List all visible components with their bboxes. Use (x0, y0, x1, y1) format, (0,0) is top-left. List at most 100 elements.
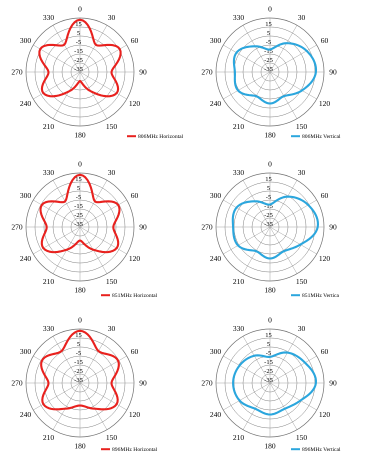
angle-tick-label: 150 (296, 122, 308, 131)
grid-spoke (79, 71, 108, 119)
angle-tick-label: 120 (319, 99, 331, 108)
radial-tick-label: -5 (266, 350, 271, 357)
radial-tick-label: 5 (77, 185, 80, 192)
grid-spoke (242, 382, 271, 430)
radial-tick-label: -35 (264, 221, 273, 228)
angle-tick-label: 60 (131, 347, 139, 356)
radial-tick-label: -25 (264, 57, 273, 64)
pattern-curve (39, 173, 121, 254)
angle-tick-label: 120 (129, 99, 141, 108)
grid-spoke (269, 382, 298, 430)
legend-label: 806MHz Vertical (302, 134, 341, 140)
angle-tick-label: 270 (11, 379, 23, 388)
angle-tick-label: 240 (210, 254, 222, 263)
grid-spoke (52, 25, 81, 73)
angle-tick-label: 0 (78, 160, 82, 169)
angle-tick-label: 30 (108, 13, 116, 22)
radial-tick-label: 15 (265, 176, 272, 183)
grid-spoke (242, 25, 271, 73)
radial-tick-label: -15 (264, 203, 273, 210)
angle-tick-label: 210 (233, 433, 245, 442)
angle-tick-label: 90 (139, 379, 147, 388)
angle-tick-label: 270 (201, 68, 213, 77)
angle-tick-label: 180 (74, 286, 86, 295)
angle-tick-label: 60 (131, 36, 139, 45)
radial-tick-label: 5 (267, 185, 270, 192)
radial-tick-label: 15 (265, 21, 272, 28)
angle-tick-label: 300 (210, 36, 222, 45)
legend-label: 851MHz Vertica (302, 293, 340, 299)
angle-tick-label: 90 (139, 223, 147, 232)
angle-tick-label: 60 (321, 191, 329, 200)
radial-tick-label: -35 (74, 377, 83, 384)
radial-tick-label: 15 (75, 332, 82, 339)
grid-spoke (242, 180, 271, 228)
legend-label: 896MHz Horizontal (112, 447, 158, 453)
grid-spoke (269, 336, 298, 384)
grid-spoke (33, 382, 81, 411)
radial-tick-label: -35 (264, 377, 273, 384)
polar-chart-6: 0 30 60 90 120 150 180 210 240 270 300 330 15 5 -5 -15 -… (201, 316, 341, 453)
angle-tick-label: 300 (210, 347, 222, 356)
radial-tick-label: -15 (264, 359, 273, 366)
angle-tick-label: 240 (20, 99, 32, 108)
angle-tick-label: 120 (129, 254, 141, 263)
grid-spoke (52, 180, 81, 228)
radial-tick-label: -5 (266, 39, 271, 46)
angle-tick-label: 210 (43, 277, 55, 286)
angle-tick-label: 120 (319, 410, 331, 419)
grid-spoke (223, 199, 271, 228)
radial-tick-label: -35 (74, 221, 83, 228)
radial-tick-label: -15 (74, 48, 83, 55)
angle-tick-label: 330 (43, 13, 55, 22)
angle-tick-label: 210 (233, 122, 245, 131)
grid-spoke (269, 25, 298, 73)
grid-spoke (33, 71, 81, 100)
legend-label: 851MHz Horizontal (112, 293, 158, 299)
angle-tick-label: 0 (268, 316, 272, 325)
radial-tick-label: -25 (74, 57, 83, 64)
radial-tick-label: -25 (264, 212, 273, 219)
grid-spoke (269, 226, 317, 255)
grid-spoke (223, 226, 271, 255)
angle-tick-label: 180 (264, 442, 276, 451)
radial-tick-label: 15 (75, 21, 82, 28)
grid-spoke (269, 71, 317, 100)
grid-spoke (79, 382, 108, 430)
grid-spoke (33, 226, 81, 255)
angle-tick-label: 330 (233, 168, 245, 177)
angle-tick-label: 150 (296, 277, 308, 286)
grid-spoke (52, 336, 81, 384)
angle-tick-label: 270 (201, 223, 213, 232)
angle-tick-label: 180 (264, 131, 276, 140)
angle-tick-label: 300 (20, 191, 32, 200)
grid-spoke (52, 382, 81, 430)
legend-label: 806MHz Horizontal (138, 134, 184, 140)
angle-tick-label: 60 (321, 36, 329, 45)
angle-tick-label: 300 (20, 36, 32, 45)
angle-tick-label: 0 (268, 5, 272, 14)
radial-tick-label: -5 (76, 350, 81, 357)
pattern-curve (232, 42, 318, 105)
polar-chart-4: 0 30 60 90 120 150 180 210 240 270 300 330 15 5 -5 -15 -… (201, 160, 339, 299)
grid-spoke (223, 382, 271, 411)
radial-tick-label: 5 (267, 30, 270, 37)
grid-spoke (79, 25, 108, 73)
angle-tick-label: 240 (210, 410, 222, 419)
radial-tick-label: -5 (76, 194, 81, 201)
angle-tick-label: 240 (20, 254, 32, 263)
radial-tick-label: -15 (74, 359, 83, 366)
radial-tick-label: 15 (265, 332, 272, 339)
grid-spoke (269, 180, 298, 228)
angle-tick-label: 150 (106, 433, 118, 442)
angle-tick-label: 120 (319, 254, 331, 263)
angle-tick-label: 30 (108, 324, 116, 333)
pattern-curve (232, 351, 317, 416)
radial-tick-label: -25 (264, 368, 273, 375)
polar-chart-3: 0 30 60 90 120 150 180 210 240 270 300 330 15 5 -5 -15 -… (11, 160, 157, 299)
angle-tick-label: 0 (78, 316, 82, 325)
angle-tick-label: 30 (298, 324, 306, 333)
legend-label: 896MHz Vertical (302, 447, 341, 453)
grid-spoke (269, 382, 317, 411)
